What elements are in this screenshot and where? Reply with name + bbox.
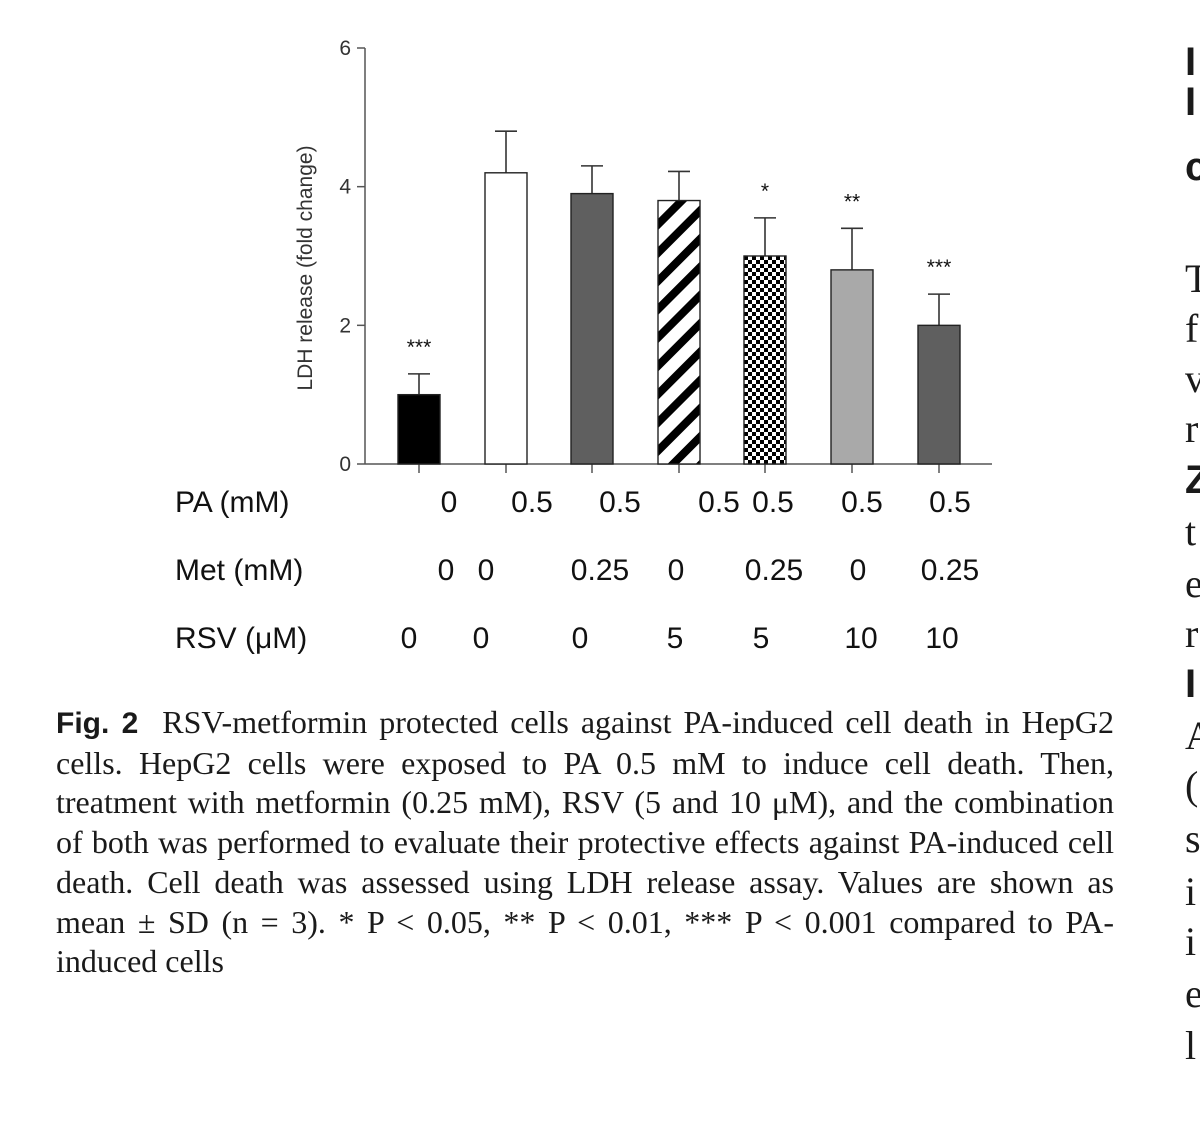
ldh-release-chart: 0 2 4 6 LDH release (fold change) *** * ** *** …	[175, 37, 992, 655]
figure-label: Fig. 2	[56, 707, 139, 740]
condition-value: 0	[572, 622, 589, 655]
side-text-line: (	[1185, 763, 1199, 808]
condition-row-label: PA (mM)	[175, 486, 289, 519]
side-text-line: f	[1185, 306, 1199, 351]
condition-value: 0.5	[698, 486, 740, 519]
side-text-line: i	[1185, 869, 1197, 914]
y-tick-label: 4	[339, 176, 351, 199]
bars: **** *****	[397, 130, 961, 465]
bar	[484, 172, 528, 465]
condition-value: 0.5	[929, 486, 971, 519]
condition-value: 0.5	[752, 486, 794, 519]
condition-row-label: Met (mM)	[175, 554, 303, 587]
bar	[397, 393, 441, 465]
significance-label: ***	[407, 336, 432, 359]
side-text-line: I	[1185, 40, 1197, 84]
side-text-line: e	[1185, 971, 1200, 1016]
side-text-line: t	[1185, 509, 1197, 554]
condition-value: 10	[925, 622, 958, 655]
significance-label: *	[761, 180, 769, 203]
condition-value: 0.25	[745, 554, 803, 587]
figure-caption: Fig. 2 RSV-metformin protected cells aga…	[56, 703, 1114, 982]
significance-label: ***	[927, 256, 952, 279]
condition-value: 5	[667, 622, 684, 655]
bar	[657, 199, 701, 465]
bar	[830, 269, 874, 465]
side-text-line: e	[1185, 561, 1200, 606]
condition-value: 0.5	[841, 486, 883, 519]
condition-value: 0	[401, 622, 418, 655]
condition-value: 0	[478, 554, 495, 587]
side-text-line: Z	[1185, 458, 1200, 502]
condition-row-label: RSV (μM)	[175, 622, 307, 655]
condition-value: 0	[441, 486, 458, 519]
condition-value: 0.25	[571, 554, 629, 587]
side-text-line: i	[1185, 919, 1197, 964]
side-text-line: I	[1185, 80, 1197, 124]
side-text-line: A	[1185, 713, 1200, 758]
condition-value: 0	[850, 554, 867, 587]
condition-value: 0	[438, 554, 455, 587]
condition-value: 0	[473, 622, 490, 655]
side-text-line: r	[1185, 406, 1199, 451]
y-axis-label: LDH release (fold change)	[294, 145, 317, 390]
side-text-line: c	[1185, 145, 1200, 189]
y-tick-label: 0	[339, 453, 351, 476]
y-tick-label: 2	[339, 314, 351, 337]
caption-text: RSV-metformin protected cells against PA…	[56, 704, 1115, 980]
bar	[570, 192, 614, 465]
condition-value: 10	[844, 622, 877, 655]
axes: 0 2 4 6 LDH release (fold change)	[294, 37, 992, 476]
side-text-line: r	[1185, 611, 1199, 656]
side-text-line: I	[1185, 662, 1197, 706]
condition-value: 5	[753, 622, 770, 655]
condition-value: 0.25	[921, 554, 979, 587]
side-text-line: v	[1185, 356, 1200, 401]
side-text-line: l	[1185, 1023, 1197, 1068]
side-text-line: T	[1185, 256, 1200, 301]
side-text-line: s	[1185, 816, 1200, 861]
condition-value: 0	[668, 554, 685, 587]
bar	[917, 324, 961, 465]
condition-value: 0.5	[599, 486, 641, 519]
condition-value: 0.5	[511, 486, 553, 519]
bar	[743, 255, 787, 465]
significance-label: **	[844, 190, 860, 213]
y-tick-label: 6	[339, 37, 351, 60]
